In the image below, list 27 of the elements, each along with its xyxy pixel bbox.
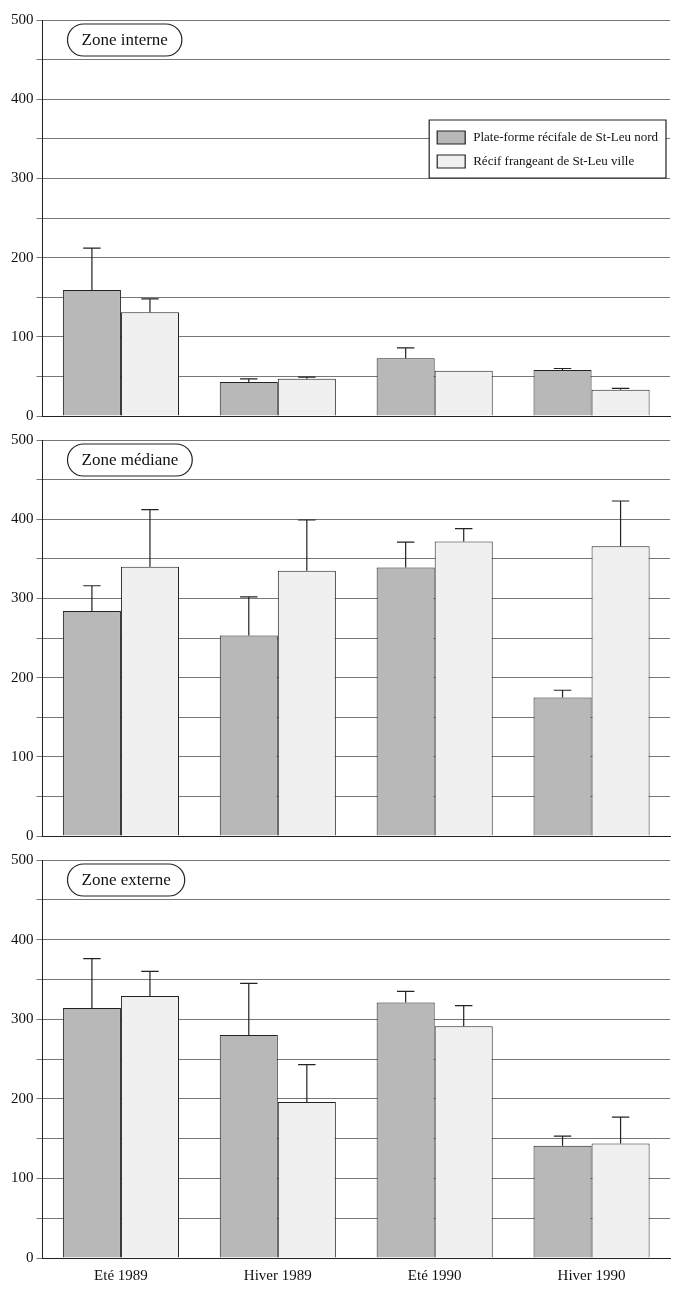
y-tick-label: 500	[11, 850, 34, 867]
y-tick-label: 400	[11, 90, 34, 107]
legend-label: Récif frangeant de St-Leu ville	[473, 153, 635, 169]
y-tick-label: 200	[11, 1089, 34, 1106]
y-tick-label: 500	[11, 430, 34, 447]
y-tick-label: 100	[11, 747, 34, 764]
x-tick-label: Eté 1990	[407, 1266, 462, 1283]
y-tick-label: 0	[26, 406, 34, 423]
text: Zone médiane	[81, 450, 179, 470]
y-tick-label: 100	[11, 1169, 34, 1186]
y-tick-label: 0	[26, 1248, 34, 1265]
text: Zone externe	[81, 870, 171, 890]
y-tick-label: 200	[11, 668, 34, 685]
y-tick-label: 200	[11, 248, 34, 265]
y-tick-label: 300	[11, 1010, 34, 1027]
y-tick-label: 100	[11, 327, 34, 344]
y-tick-label: 300	[11, 589, 34, 606]
x-tick-label: Eté 1989	[94, 1266, 148, 1283]
y-tick-label: 0	[26, 826, 34, 843]
y-tick-label: 400	[11, 930, 34, 947]
legend-label: Plate-forme récifale de St-Leu nord	[473, 129, 659, 145]
y-tick-label: 400	[11, 510, 34, 527]
y-tick-label: 300	[11, 169, 34, 186]
x-tick-label: Hiver 1990	[557, 1266, 626, 1283]
text: Zone interne	[81, 30, 168, 50]
x-tick-label: Hiver 1989	[243, 1266, 312, 1283]
y-tick-label: 500	[11, 10, 34, 27]
